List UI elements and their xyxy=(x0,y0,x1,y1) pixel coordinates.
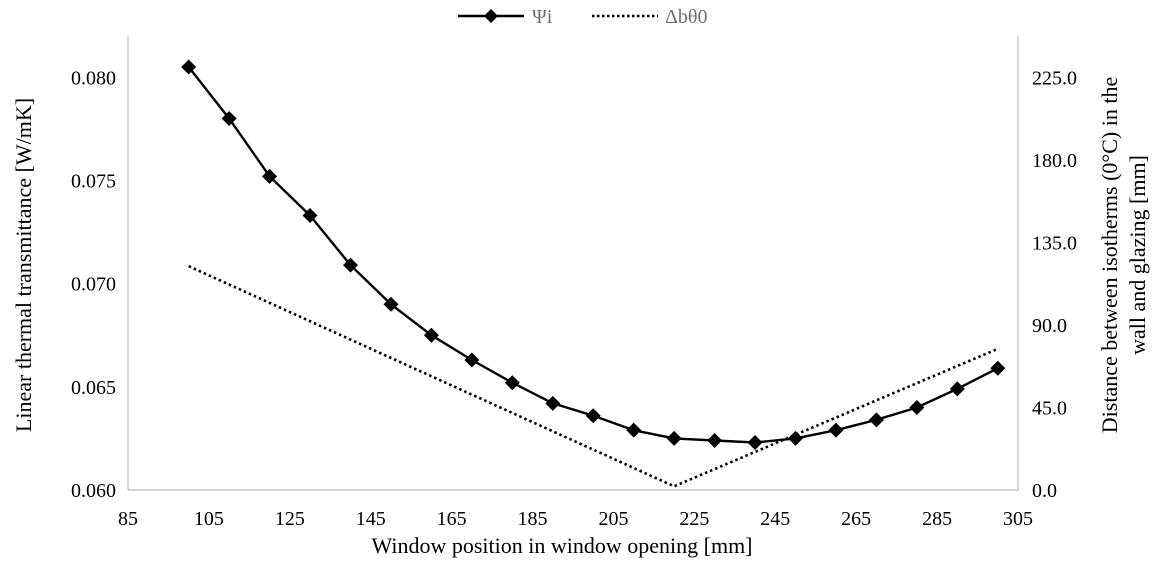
x-tick-label: 105 xyxy=(194,508,224,530)
psi-data-point xyxy=(181,59,197,75)
y-right-tick-label: 180.0 xyxy=(1032,150,1077,172)
x-tick-label: 145 xyxy=(356,508,386,530)
y-right-tick-label: 45.0 xyxy=(1032,397,1067,419)
x-tick-label: 165 xyxy=(437,508,467,530)
x-tick-label: 85 xyxy=(118,508,138,530)
x-tick-label: 265 xyxy=(841,508,871,530)
x-tick-label: 205 xyxy=(598,508,628,530)
y-right-tick-label: 225.0 xyxy=(1032,67,1077,89)
psi-data-point xyxy=(949,381,965,397)
psi-data-point xyxy=(343,257,358,273)
psi-data-point xyxy=(545,395,561,411)
x-axis-title: Window position in window opening [mm] xyxy=(371,533,752,558)
x-tick-labels: 85 105 125 145 165 185 205 225 245 265 285 305 xyxy=(118,508,1033,530)
psi-data-point xyxy=(383,296,399,312)
psi-data-point xyxy=(828,422,844,438)
psi-data-point xyxy=(302,208,318,224)
y-left-tick-label: 0.080 xyxy=(71,67,116,89)
psi-data-point xyxy=(707,432,723,448)
y-left-tick-label: 0.060 xyxy=(71,480,116,502)
psi-data-point xyxy=(626,422,642,438)
psi-data-point xyxy=(788,430,803,446)
psi-data-point xyxy=(423,327,439,343)
psi-data-point xyxy=(666,430,682,446)
y-right-tick-label: 0.0 xyxy=(1032,480,1057,502)
psi-data-point xyxy=(464,352,480,368)
y-axis-right-title-line-2: wall and glazing [mm] xyxy=(1125,155,1150,355)
legend-delta-label: Δbθ0 xyxy=(665,6,707,28)
y-left-tick-labels: 0.060 0.065 0.070 0.075 0.080 xyxy=(71,67,116,502)
psi-data-point xyxy=(585,408,601,424)
psi-data-point xyxy=(990,360,1006,376)
x-tick-label: 285 xyxy=(922,508,952,530)
psi-data-point xyxy=(504,375,520,391)
y-left-tick-label: 0.065 xyxy=(71,377,116,399)
psi-data-point xyxy=(909,399,925,415)
y-axis-right-title-line-1: Distance between isotherms (0°C) in the xyxy=(1097,77,1122,433)
series-psi-line xyxy=(187,66,999,444)
psi-data-point xyxy=(747,435,763,451)
series-delta-line xyxy=(188,265,999,488)
x-tick-label: 225 xyxy=(679,508,709,530)
y-left-tick-label: 0.075 xyxy=(71,170,116,192)
legend: Ψi Δbθ0 xyxy=(458,6,707,28)
y-axis-left-title: Linear thermal transmittance [W/mK] xyxy=(11,98,36,432)
x-tick-label: 185 xyxy=(518,508,548,530)
y-left-tick-label: 0.070 xyxy=(71,274,116,296)
x-tick-label: 125 xyxy=(275,508,305,530)
y-right-tick-label: 90.0 xyxy=(1032,315,1067,337)
y-right-tick-label: 135.0 xyxy=(1032,232,1077,254)
x-tick-label: 305 xyxy=(1003,508,1033,530)
legend-psi-label: Ψi xyxy=(532,6,553,28)
legend-psi-marker xyxy=(484,9,498,23)
y-right-tick-labels: 0.0 45.0 90.0 135.0 180.0 225.0 xyxy=(1032,67,1077,502)
x-tick-label: 245 xyxy=(760,508,790,530)
psi-data-point xyxy=(262,168,278,184)
psi-data-point xyxy=(868,412,884,428)
series-layer xyxy=(181,59,1006,488)
psi-data-point xyxy=(221,111,237,127)
